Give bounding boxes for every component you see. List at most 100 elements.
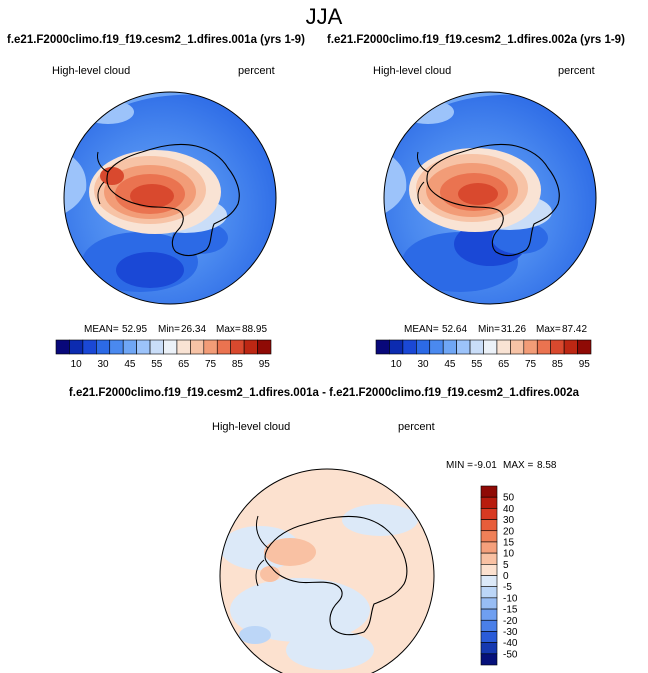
panel-2-colorbar-swatch [389, 339, 404, 355]
panel-2-colorbar-tick-label: 45 [444, 359, 456, 370]
difference-colorbar-tick-label: -30 [503, 627, 518, 638]
panel-1-colorbar-swatch [122, 339, 137, 355]
panel-2-colorbar-swatch [442, 339, 457, 355]
difference-colorbar-tick-label: 5 [503, 560, 509, 571]
difference-colorbar-tick-label: -20 [503, 616, 518, 627]
panel-1-colorbar-swatch [69, 339, 84, 355]
difference-colorbar-swatch [480, 631, 498, 643]
panel-2-colorbar-tick-label: 75 [525, 359, 537, 370]
difference-colorbar-swatch [480, 642, 498, 655]
panel-2-units-label: percent [558, 65, 595, 77]
panel-2-colorbar-swatch [563, 339, 578, 355]
difference-map [219, 468, 435, 673]
difference-units-label: percent [398, 421, 435, 433]
panel-1-units-label: percent [238, 65, 275, 77]
difference-colorbar-swatch [480, 530, 498, 543]
panel-2-colorbar-swatch [483, 339, 498, 355]
difference-colorbar-tick-label: 0 [503, 571, 509, 582]
panel-1-colorbar-swatch [82, 339, 97, 355]
difference-colorbar-tick-label: -5 [503, 582, 512, 593]
panel-2-colorbar-swatch [550, 339, 565, 355]
difference-colorbar-tick-label: -50 [503, 649, 518, 660]
difference-title: f.e21.F2000climo.f19_f19.cesm2_1.dfires.… [68, 387, 580, 399]
panel-2-colorbar-tick-label: 65 [498, 359, 510, 370]
panel-1-colorbar-swatch [109, 339, 124, 355]
difference-colorbar-swatch [480, 586, 498, 599]
difference-colorbar-tick-label: -10 [503, 593, 518, 604]
panel-1-max-value: 88.95 [242, 324, 268, 335]
panel-2-colorbar-tick-label: 30 [417, 359, 429, 370]
difference-min-value: -9.01 [474, 460, 497, 471]
difference-colorbar-swatch [480, 485, 498, 498]
panel-1-colorbar-tick-label: 30 [97, 359, 109, 370]
main-title: JJA [305, 4, 343, 29]
panel-2-min-value: 31.26 [501, 324, 527, 335]
difference-min-label: MIN = [446, 460, 473, 471]
panel-1-min-label: Min= [158, 324, 180, 335]
difference-colorbar-tick-label: -15 [503, 605, 518, 616]
panel-1-colorbar-swatch [243, 339, 258, 355]
panel-1-colorbar-swatch [203, 339, 218, 355]
panel-1-colorbar-tick-label: 95 [259, 359, 271, 370]
difference-colorbar-tick-label: 40 [503, 504, 515, 515]
difference-colorbar-swatch [480, 608, 498, 621]
panel-1-mean-label: MEAN= [84, 324, 119, 335]
panel-2-colorbar-swatch [577, 339, 592, 355]
panel-2-min-label: Min= [478, 324, 500, 335]
panel-1-colorbar-swatch [136, 339, 151, 355]
panel-2-colorbar-swatch [375, 339, 390, 355]
panel-2-colorbar-swatch [402, 339, 417, 355]
panel-1-colorbar-swatch [176, 339, 191, 355]
panel-1-colorbar-swatch [230, 339, 245, 355]
panel-1-colorbar-tick-label: 55 [151, 359, 163, 370]
difference-colorbar-swatch [480, 575, 498, 587]
panel-1-colorbar-tick-label: 85 [232, 359, 244, 370]
difference-colorbar-tick-label: 30 [503, 515, 515, 526]
panel-2-colorbar-swatch [523, 339, 538, 355]
panel-2-variable-label: High-level cloud [373, 65, 452, 77]
panel-2-colorbar-swatch [456, 339, 471, 355]
difference-colorbar-tick-label: 10 [503, 549, 515, 560]
panel-1-case-title: f.e21.F2000climo.f19_f19.cesm2_1.dfires.… [7, 34, 305, 46]
panel-1-max-label: Max= [216, 324, 241, 335]
difference-max-label: MAX = [503, 460, 534, 471]
panel-1-colorbar-swatch [96, 339, 111, 355]
panel-1-colorbar-swatch [257, 339, 272, 355]
panel-2-colorbar-tick-label: 55 [471, 359, 483, 370]
panel-2-map [383, 91, 597, 305]
panel-1-colorbar-swatch [216, 339, 231, 355]
panel-1-colorbar-tick-label: 10 [71, 359, 83, 370]
panel-1-colorbar-swatch [163, 339, 178, 355]
panel-1-map [63, 91, 277, 305]
panel-2-colorbar-swatch [536, 339, 551, 355]
difference-max-value: 8.58 [537, 460, 557, 471]
panel-1-min-value: 26.34 [181, 324, 207, 335]
difference-colorbar-swatch [480, 541, 498, 554]
difference-colorbar-swatch [480, 496, 498, 509]
panel-2-mean-value: 52.64 [442, 324, 468, 335]
difference-colorbar-swatch [480, 597, 498, 610]
panel-2-colorbar-swatch [496, 339, 511, 355]
panel-2-colorbar-tick-label: 95 [579, 359, 591, 370]
panel-2-colorbar: 10 30 45 55 65 75 85 95 [375, 339, 592, 370]
panel-2-colorbar-swatch [416, 339, 431, 355]
panel-1-colorbar: 10 30 45 55 65 75 85 95 [55, 339, 272, 370]
panel-1-colorbar-tick-label: 45 [124, 359, 136, 370]
panel-1-mean-value: 52.95 [122, 324, 148, 335]
difference-colorbar-swatch [480, 519, 498, 532]
panel-1-colorbar-swatch [55, 339, 70, 355]
difference-colorbar-tick-label: 15 [503, 537, 515, 548]
panel-2-mean-label: MEAN= [404, 324, 439, 335]
panel-1-variable-label: High-level cloud [52, 65, 131, 77]
panel-1-colorbar-tick-label: 75 [205, 359, 217, 370]
panel-2-max-label: Max= [536, 324, 561, 335]
panel-2-colorbar-tick-label: 85 [552, 359, 564, 370]
panel-2-max-value: 87.42 [562, 324, 588, 335]
panel-2-colorbar-swatch [469, 339, 484, 355]
panel-2-colorbar-swatch [510, 339, 525, 355]
difference-colorbar-swatch [480, 619, 498, 632]
difference-colorbar-tick-label: 20 [503, 526, 515, 537]
difference-colorbar-swatch [480, 653, 498, 666]
difference-variable-label: High-level cloud [212, 421, 291, 433]
